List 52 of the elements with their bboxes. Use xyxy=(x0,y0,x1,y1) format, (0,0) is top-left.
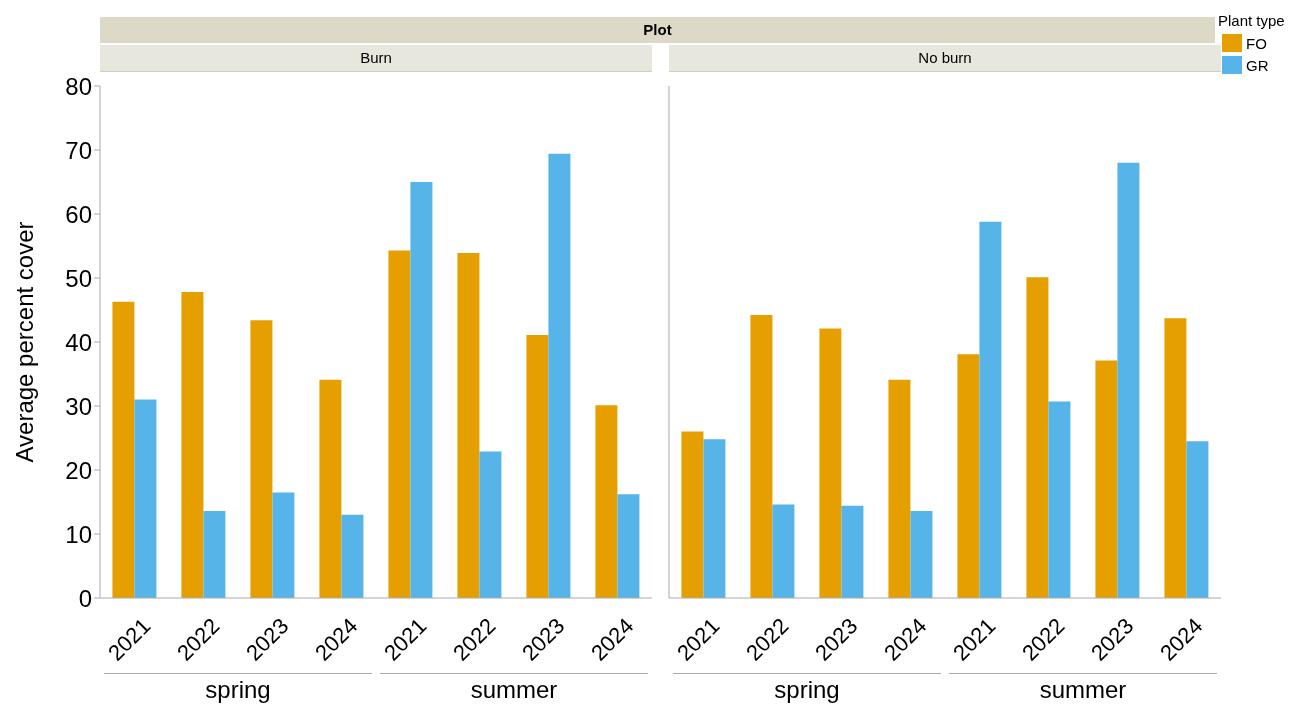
bar xyxy=(681,431,704,598)
text: spring xyxy=(104,673,372,704)
y-tick-label: 0 xyxy=(78,584,92,612)
y-tick-label: 70 xyxy=(65,136,92,164)
bar xyxy=(134,399,157,598)
bar xyxy=(1026,277,1049,598)
y-tick-label: 80 xyxy=(65,72,92,100)
bar xyxy=(1117,162,1140,598)
y-tick-label: 30 xyxy=(65,392,92,420)
bar xyxy=(526,334,549,598)
bar xyxy=(1048,401,1071,598)
bar xyxy=(617,494,640,598)
bar xyxy=(1095,360,1118,598)
bar xyxy=(388,250,411,598)
text: summer xyxy=(380,673,648,704)
bar xyxy=(272,492,295,598)
legend-label: FO xyxy=(1245,33,1268,54)
bar xyxy=(319,379,342,598)
bar xyxy=(703,439,726,598)
bar xyxy=(250,320,273,598)
y-axis-title: Average percent cover xyxy=(10,221,38,463)
bar xyxy=(750,315,773,598)
bar xyxy=(979,221,1002,598)
bar xyxy=(772,504,795,598)
chart-title: Plot xyxy=(100,17,1215,43)
chart-subtitle: Burn xyxy=(100,45,652,72)
chart-subtitle: No burn xyxy=(669,45,1221,72)
bar xyxy=(203,510,226,598)
bar xyxy=(957,354,980,598)
bar xyxy=(595,405,618,598)
bar xyxy=(910,510,933,598)
bar xyxy=(341,514,364,598)
bar xyxy=(548,153,571,598)
bar xyxy=(112,301,135,598)
bar xyxy=(1164,318,1187,598)
bar xyxy=(841,505,864,598)
y-tick-label: 50 xyxy=(65,264,92,292)
y-tick-label: 40 xyxy=(65,328,92,356)
bar xyxy=(1186,441,1209,598)
text: spring xyxy=(673,673,941,704)
bar xyxy=(819,328,842,598)
bar xyxy=(457,253,480,598)
legend-label: GR xyxy=(1245,55,1270,76)
bar xyxy=(410,182,433,598)
bar xyxy=(181,292,204,598)
bar xyxy=(888,379,911,598)
y-tick-label: 20 xyxy=(65,456,92,484)
bar xyxy=(479,451,502,598)
legend-title: Plant type xyxy=(1218,12,1285,29)
y-tick-label: 10 xyxy=(65,520,92,548)
text: summer xyxy=(949,673,1217,704)
y-tick-label: 60 xyxy=(65,200,92,228)
